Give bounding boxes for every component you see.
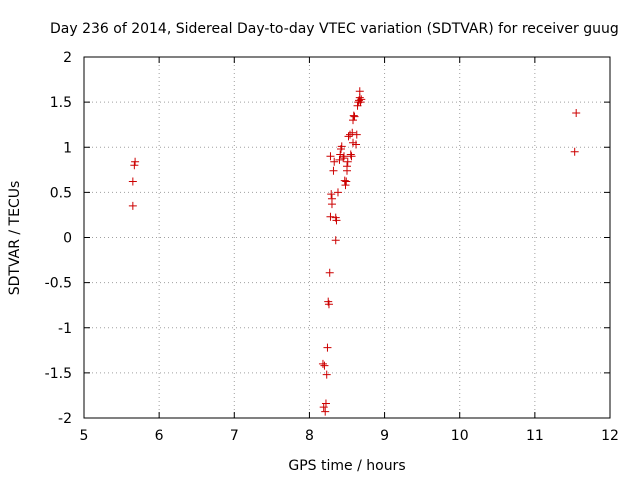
y-tick-label: 1 <box>63 140 72 156</box>
data-point <box>128 177 137 186</box>
data-point <box>343 157 352 166</box>
data-point <box>572 108 581 117</box>
data-point <box>344 132 353 141</box>
data-point <box>330 157 339 166</box>
data-point <box>322 370 331 379</box>
data-point <box>342 177 351 186</box>
data-point <box>349 111 358 120</box>
data-point <box>326 152 335 161</box>
data-point <box>318 359 327 368</box>
data-point <box>326 212 335 221</box>
data-point <box>327 200 336 209</box>
data-point <box>341 181 350 190</box>
data-point <box>570 147 579 156</box>
data-point <box>347 152 356 161</box>
y-axis-label: SDTVAR / TECUs <box>7 181 23 296</box>
data-point <box>349 116 358 125</box>
x-tick-label: 9 <box>380 428 389 444</box>
data-points <box>128 87 581 416</box>
y-tick-label: -2 <box>58 411 72 427</box>
y-tick-label: 2 <box>63 50 72 66</box>
y-tick-label: -0.5 <box>45 276 72 292</box>
data-point <box>355 87 364 96</box>
x-tick-label: 6 <box>155 428 164 444</box>
y-tick-labels: 2 1.5 1 0.5 0 -0.5 -1 -1.5 -2 <box>45 50 72 427</box>
x-tick-label: 11 <box>526 428 544 444</box>
x-tick-label: 7 <box>230 428 239 444</box>
data-point <box>321 399 330 408</box>
data-point <box>321 407 330 416</box>
x-tick-label: 10 <box>451 428 469 444</box>
y-tick-label: 0 <box>63 231 72 247</box>
data-point <box>343 162 351 171</box>
x-tick-label: 12 <box>601 428 619 444</box>
y-tick-label: 0.5 <box>50 185 72 201</box>
y-tick-label: -1 <box>58 321 72 337</box>
data-point <box>329 166 338 175</box>
y-tick-label: -1.5 <box>45 366 72 382</box>
data-point <box>346 150 355 159</box>
data-point <box>320 361 329 370</box>
data-point <box>324 300 333 309</box>
data-point <box>352 130 361 139</box>
data-point <box>352 140 361 149</box>
x-axis-label: GPS time / hours <box>288 458 405 474</box>
data-point <box>348 128 357 137</box>
data-point <box>350 112 359 121</box>
data-point <box>340 176 349 185</box>
data-point <box>333 188 342 197</box>
data-point <box>332 216 341 225</box>
data-point <box>357 95 366 104</box>
data-point <box>331 236 340 245</box>
grid-lines <box>84 57 610 418</box>
data-point <box>130 161 139 170</box>
data-point <box>327 190 336 199</box>
y-tick-label: 1.5 <box>50 95 72 111</box>
data-point <box>339 154 348 163</box>
data-point <box>323 343 332 352</box>
x-tick-labels: 5 6 7 8 9 10 11 12 <box>80 428 619 444</box>
data-point <box>335 155 344 164</box>
x-tick-label: 8 <box>305 428 314 444</box>
data-point <box>337 142 346 151</box>
x-tick-label: 5 <box>80 428 89 444</box>
data-point <box>131 157 140 166</box>
plot-frame <box>83 56 611 419</box>
data-point <box>128 201 137 210</box>
chart-title: Day 236 of 2014, Sidereal Day-to-day VTE… <box>50 21 619 37</box>
data-point <box>325 268 334 277</box>
data-point <box>339 152 348 161</box>
